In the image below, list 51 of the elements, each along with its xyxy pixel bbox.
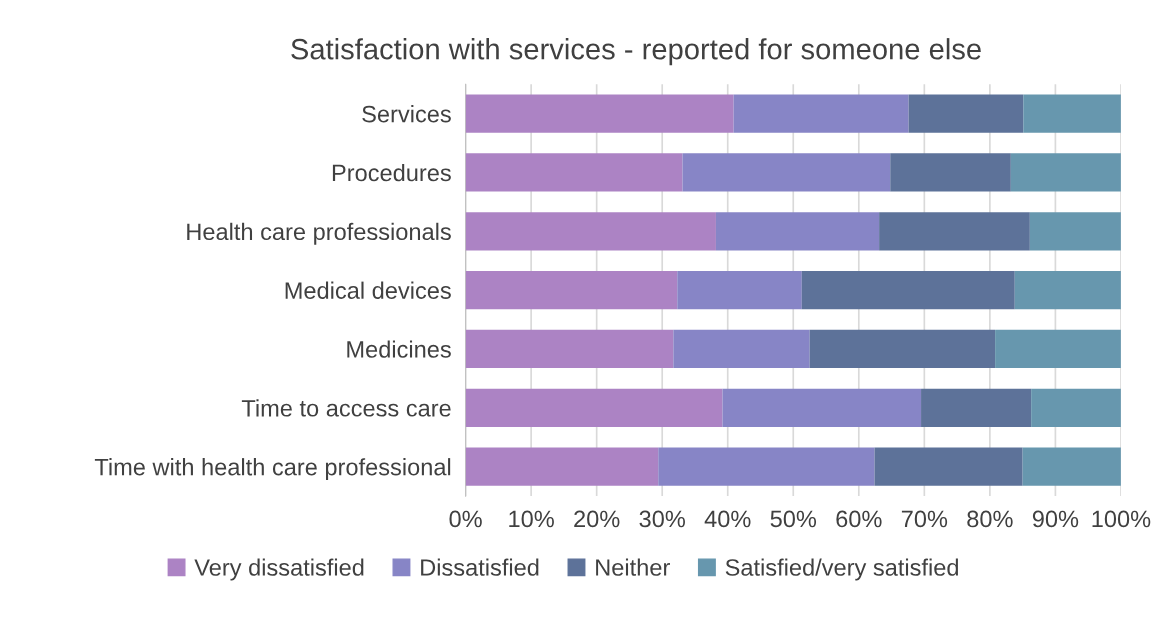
bar [465,94,734,133]
x-tick-label: 70% [901,510,948,528]
y-tick-label: Health care professionals [187,222,451,245]
bar [809,329,996,369]
x-tick-label: 60% [836,510,882,528]
bar [733,94,909,133]
bar [465,329,674,369]
bar [801,271,1015,310]
x-tick-label: 30% [639,510,685,528]
bar [921,388,1032,427]
bar [465,388,723,427]
bar [465,271,678,310]
bar [673,329,810,369]
x-tick-label: 10% [509,510,554,528]
y-tick-label: Services [362,105,451,123]
bar [465,153,683,192]
bar [1029,212,1121,251]
bar [465,447,659,486]
bar [890,153,1011,192]
bar [1022,447,1121,486]
legend-label: Very dissatisfied [194,558,364,581]
bar [908,94,1024,133]
bar [715,212,880,251]
bar [1014,271,1121,310]
bar [682,153,891,192]
x-tick-label: 0% [449,510,482,528]
chart-title: Satisfaction with services - reported for someone else [291,38,981,66]
x-tick-label: 50% [770,510,817,528]
bar [722,388,922,427]
x-tick-label: 20% [574,510,620,528]
y-tick-label: Medical devices [285,281,451,299]
legend-label: Dissatisfied [421,558,539,576]
bar [874,447,1023,486]
y-tick-label: Time to access care [241,399,451,417]
bar [677,271,802,310]
x-tick-label: 90% [1032,510,1079,528]
bar [879,212,1030,251]
bar [1031,388,1121,427]
bar [1023,94,1121,133]
bar [1010,153,1121,192]
x-tick-label: 40% [704,510,751,528]
legend-label: Satisfied/very satisfied [725,558,958,581]
bar [995,329,1121,369]
bar [465,212,716,251]
y-tick-label: Procedures [332,163,451,182]
legend-label: Neither [596,558,670,576]
y-tick-label: Medicines [347,340,451,358]
y-tick-label: Time with health care professional [94,458,451,481]
x-tick-label: 100% [1092,510,1151,528]
x-tick-label: 80% [967,510,1013,528]
bar [658,447,875,486]
